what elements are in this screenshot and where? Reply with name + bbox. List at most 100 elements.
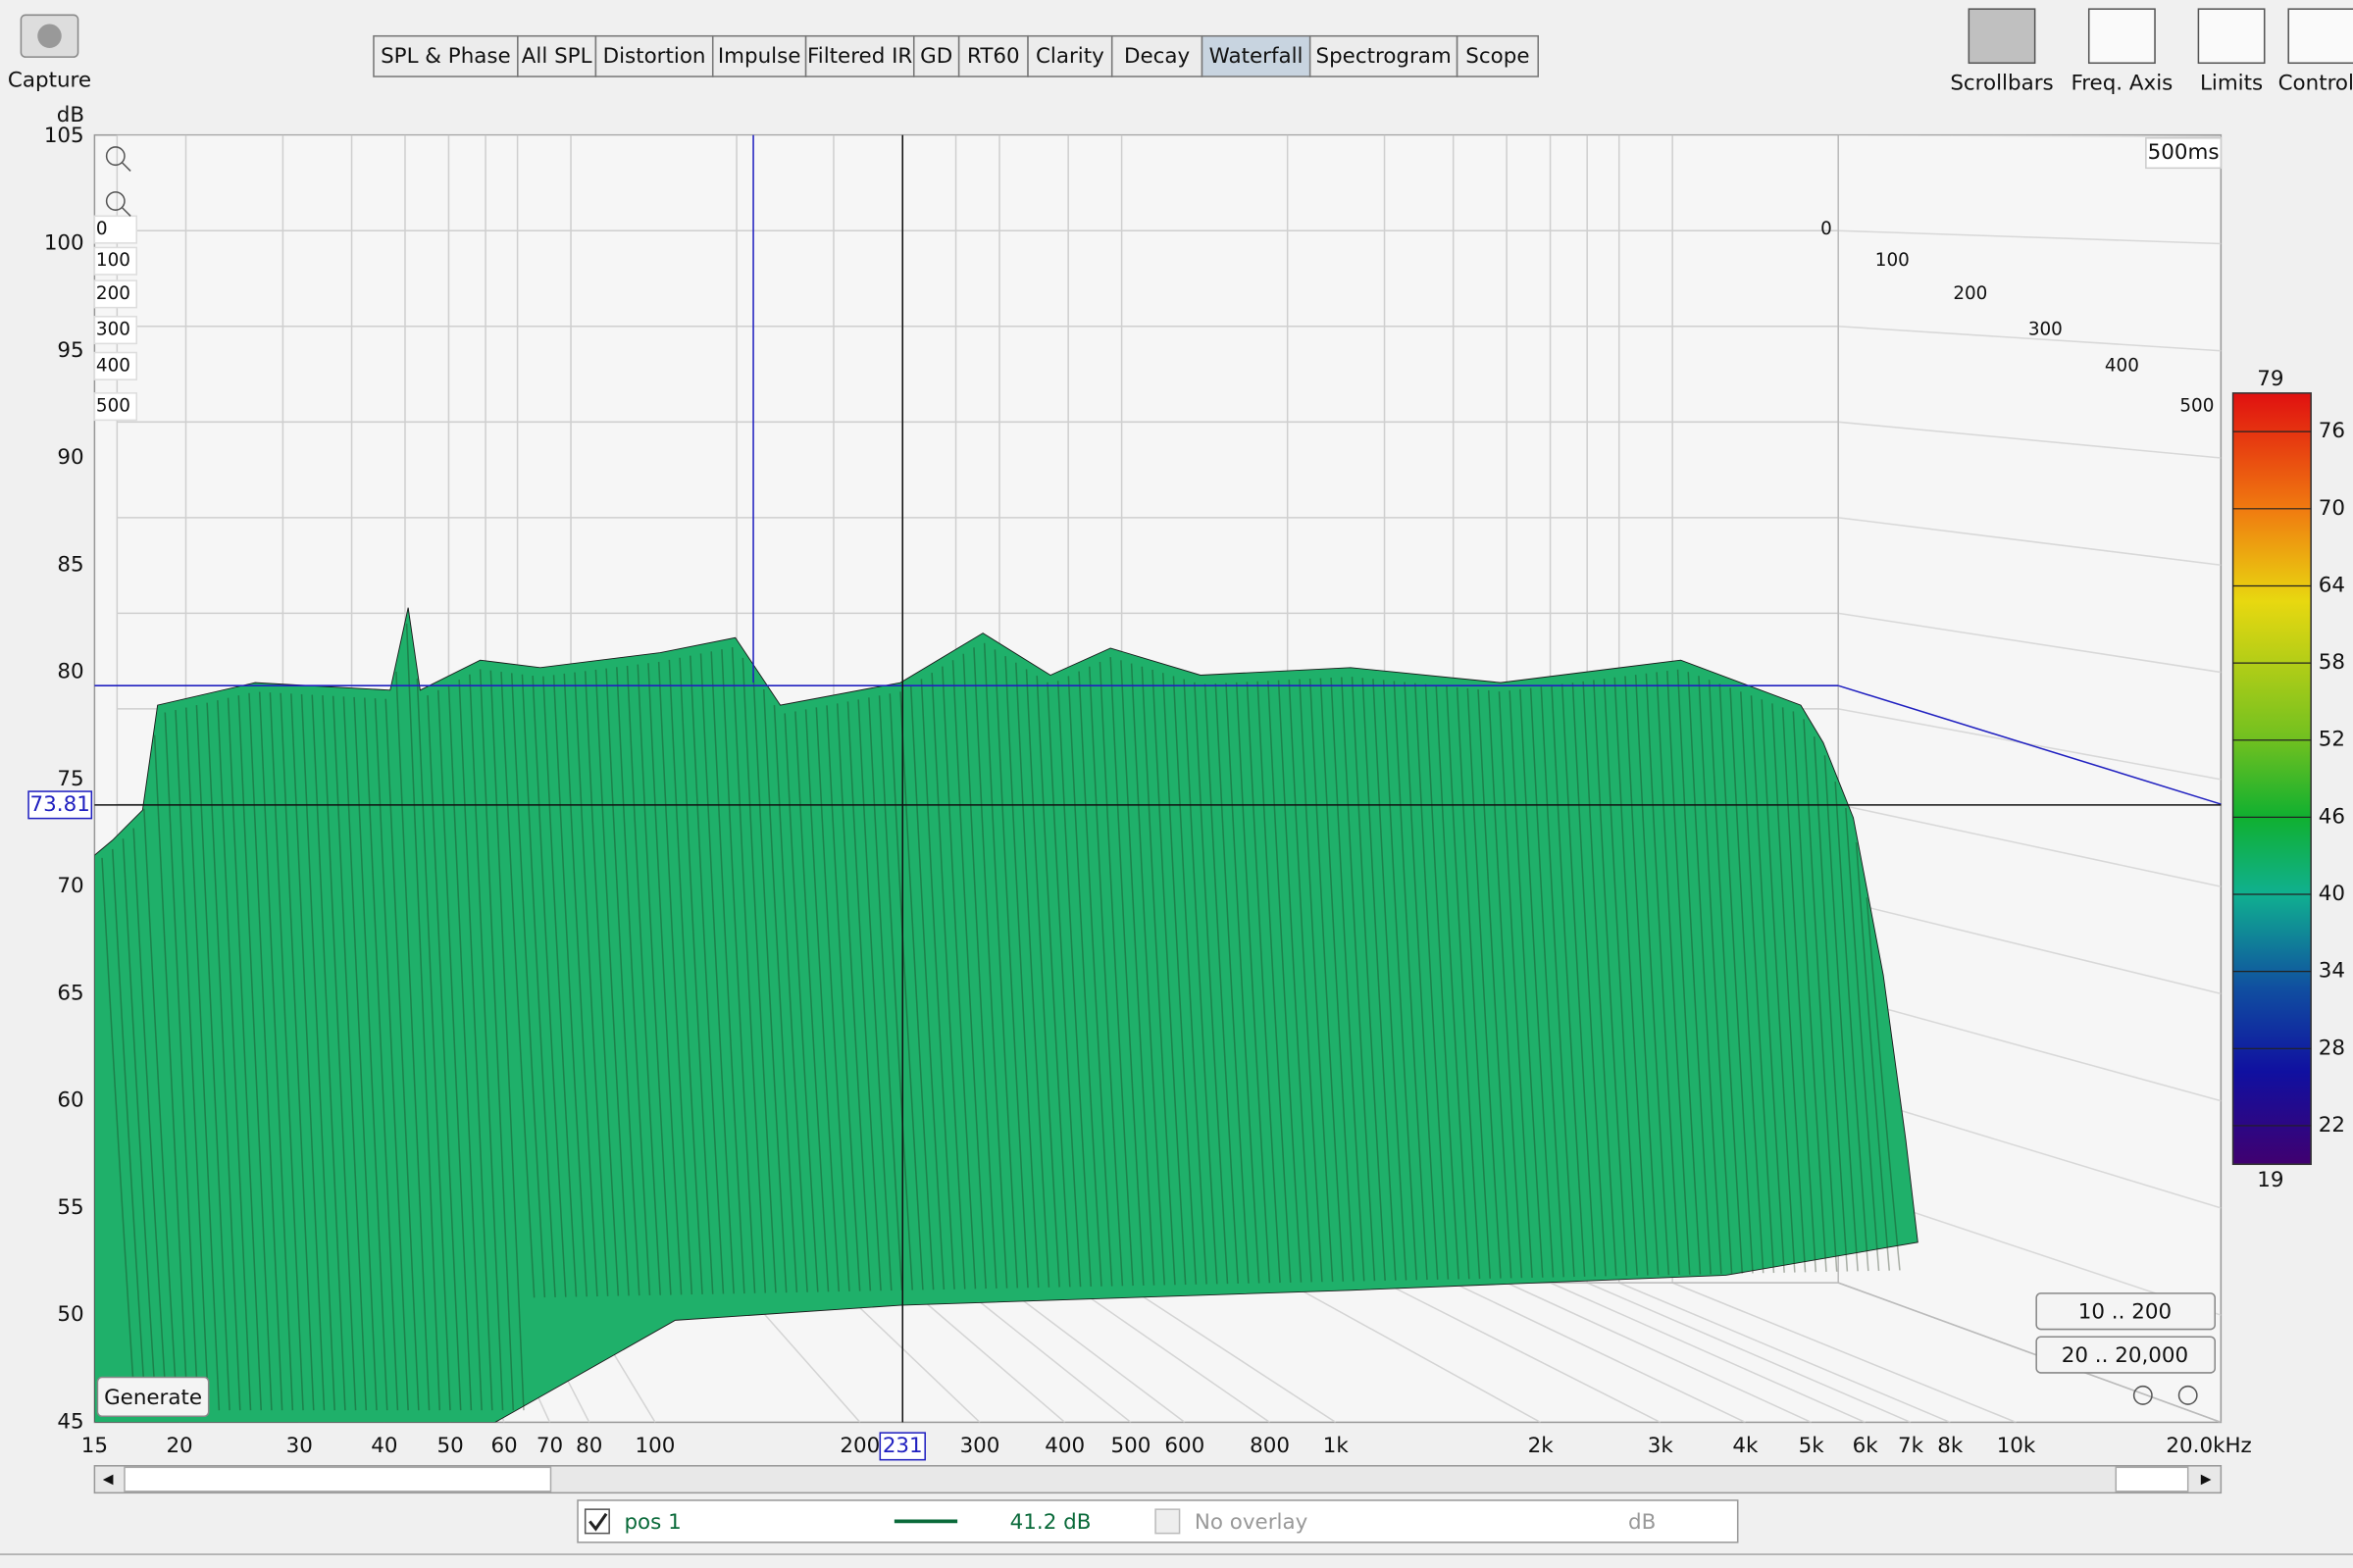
ridge	[826, 705, 861, 1291]
tab-label[interactable]: Waterfall	[1209, 44, 1304, 69]
floor-grid-line	[1287, 1282, 1541, 1423]
tab[interactable]	[594, 34, 714, 77]
floor-grid-line	[901, 1282, 1066, 1423]
range-full-button[interactable]	[2035, 1336, 2217, 1374]
ridge	[322, 695, 357, 1411]
capture-label[interactable]: Capture	[8, 69, 91, 93]
time-label: 400	[96, 355, 130, 376]
side-grid-line	[1838, 994, 2222, 1102]
tool-label[interactable]: Freq. Axis	[2071, 72, 2173, 96]
ridge	[889, 693, 924, 1290]
time-label: 200	[96, 283, 130, 304]
x-tick-label: 60	[490, 1434, 517, 1458]
floor-grid-line	[1550, 1282, 1866, 1423]
tool-label[interactable]: Controls	[2278, 72, 2353, 96]
tab[interactable]	[373, 34, 519, 77]
tool-icon[interactable]	[1968, 8, 2036, 65]
x-tick-label: 50	[437, 1434, 464, 1458]
tab[interactable]	[1027, 34, 1113, 77]
x-tick-label: 7k	[1898, 1434, 1924, 1458]
color-tick-label: 79	[2257, 367, 2283, 391]
x-tick-label: 6k	[1853, 1434, 1879, 1458]
tab-label[interactable]: Distortion	[603, 44, 706, 69]
range-low-button[interactable]	[2035, 1292, 2217, 1331]
scroll-right[interactable]: ▸	[2201, 1467, 2212, 1492]
tab-label[interactable]: Scope	[1465, 44, 1529, 69]
tab-label[interactable]: SPL & Phase	[381, 44, 511, 69]
ridge	[237, 695, 273, 1411]
tool-icon[interactable]	[2087, 8, 2156, 65]
ridge	[1509, 690, 1544, 1278]
generate-button[interactable]	[96, 1376, 210, 1418]
ridge	[1571, 683, 1607, 1277]
ridge	[1761, 699, 1796, 1273]
ridge	[1056, 681, 1093, 1287]
time-label: 500	[2179, 396, 2214, 417]
ridge	[1529, 687, 1564, 1278]
tab-label[interactable]: RT60	[967, 44, 1020, 69]
color-tick-label: 52	[2319, 728, 2345, 752]
ridge	[1435, 684, 1470, 1280]
ridge	[710, 651, 745, 1294]
tab[interactable]	[912, 34, 960, 77]
tab-label[interactable]: GD	[920, 44, 952, 69]
tab[interactable]	[1308, 34, 1458, 77]
ridge	[1246, 682, 1281, 1284]
tab-label[interactable]: Filtered IR	[807, 44, 912, 69]
time-label: 0	[1820, 219, 1832, 239]
tab[interactable]	[711, 34, 807, 77]
ridge	[1551, 684, 1586, 1277]
tool-icon[interactable]	[2287, 8, 2353, 65]
ridge	[153, 734, 189, 1411]
ridge	[280, 692, 315, 1411]
ridge	[1341, 677, 1376, 1282]
tool-label[interactable]: Scrollbars	[1950, 72, 2053, 96]
floor-grid-line	[998, 1282, 1186, 1423]
tool-icon[interactable]	[2197, 8, 2266, 65]
tab[interactable]	[517, 34, 597, 77]
time-label: 0	[96, 219, 108, 239]
tab-label[interactable]: All SPL	[522, 44, 592, 69]
ridge	[920, 679, 955, 1290]
ridge	[217, 700, 252, 1411]
generate-label[interactable]: Generate	[104, 1386, 202, 1410]
zoom-icons[interactable]	[105, 146, 2198, 1405]
tool-label[interactable]: Limits	[2200, 72, 2263, 96]
ridge	[1404, 682, 1439, 1280]
ridge	[1214, 683, 1250, 1284]
color-tick-label: 46	[2319, 804, 2345, 829]
tab-label[interactable]: Spectrogram	[1315, 44, 1451, 69]
ridge	[521, 674, 556, 1297]
tab[interactable]	[1456, 34, 1539, 77]
level-cursor-box	[27, 790, 93, 820]
waterfall	[94, 607, 1918, 1423]
ridge	[1161, 673, 1198, 1285]
ridge	[436, 689, 473, 1411]
ridge	[773, 705, 808, 1292]
tab-label[interactable]: Clarity	[1036, 44, 1104, 69]
legend-checkbox[interactable]	[584, 1508, 610, 1535]
range-full-label[interactable]: 20 .. 20,000	[2062, 1343, 2188, 1368]
x-tick-label: 400	[1045, 1434, 1085, 1458]
ridge	[206, 702, 241, 1411]
y-tick-label: 45	[57, 1409, 83, 1434]
tab[interactable]	[1201, 34, 1311, 77]
tab[interactable]	[1110, 34, 1203, 77]
ridge	[184, 707, 221, 1411]
range-low-label[interactable]: 10 .. 200	[2078, 1300, 2172, 1325]
time-label-box	[93, 279, 137, 309]
tab-label[interactable]: Decay	[1124, 44, 1191, 69]
overlay-checkbox[interactable]	[1154, 1508, 1181, 1535]
ridge	[1446, 685, 1481, 1280]
ridge	[1656, 672, 1691, 1275]
time-label: 500	[96, 396, 130, 417]
x-tick-label: 1k	[1323, 1434, 1350, 1458]
tab-label[interactable]: Impulse	[718, 44, 801, 69]
tab[interactable]	[804, 34, 915, 77]
floor-grid-line	[1671, 1282, 2017, 1423]
ridge	[679, 657, 714, 1294]
scroll-left[interactable]: ◂	[103, 1467, 114, 1492]
ridge	[164, 712, 199, 1411]
ridge	[1319, 678, 1355, 1282]
floor-grid-line	[1067, 1282, 1270, 1423]
